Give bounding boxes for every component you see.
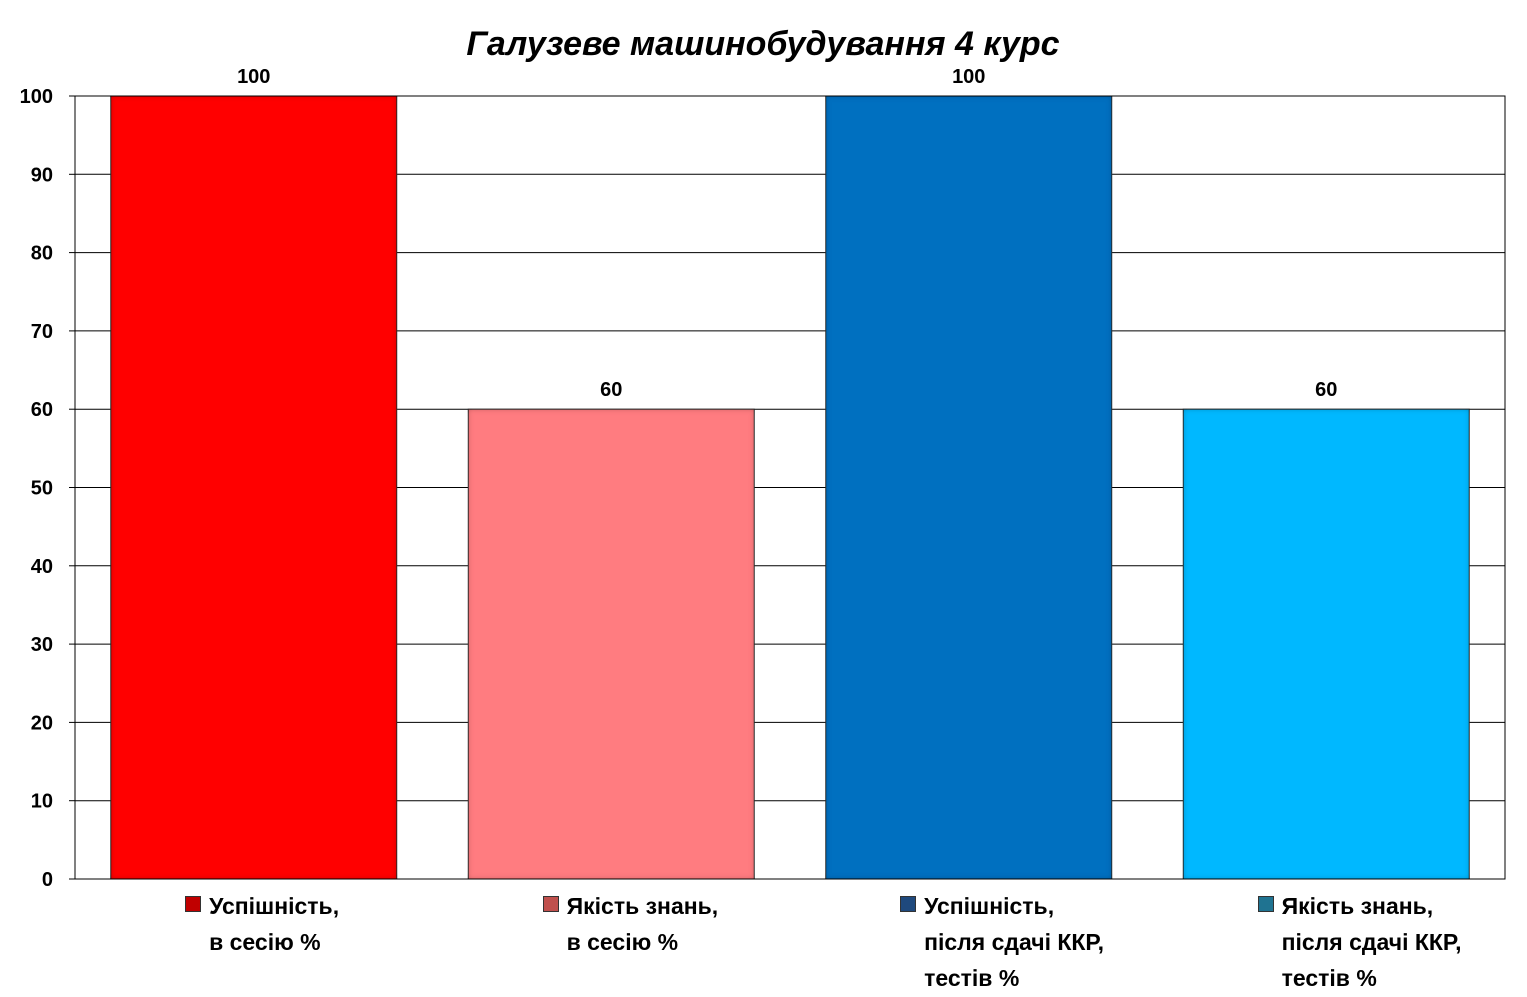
legend-swatch: [1257, 896, 1274, 912]
y-tick-label: 40: [31, 556, 53, 578]
bars: [110, 95, 1470, 880]
data-label-1: 100: [237, 66, 270, 88]
y-tick-label: 60: [31, 399, 53, 421]
y-tick-label: 90: [31, 164, 53, 186]
legend-swatch: [900, 896, 917, 912]
legend-label-line: після сдачі ККР,: [1281, 929, 1462, 955]
bar-1: [110, 95, 398, 880]
y-tick-label: 80: [31, 243, 53, 265]
y-tick-label: 100: [20, 86, 53, 108]
y-tick-label: 20: [31, 712, 53, 734]
y-tick-label: 30: [31, 634, 53, 656]
y-tick-label: 70: [31, 321, 53, 343]
y-tick-label: 0: [42, 869, 53, 891]
y-tick-label: 10: [31, 791, 53, 813]
y-axis: 0 10 20 30 40 50 60 70 80 90 100: [20, 86, 75, 891]
plot-area-frame: [74, 95, 1506, 880]
legend-label-line: Якість знань,: [566, 893, 719, 919]
legend-label-line: після сдачі ККР,: [924, 929, 1104, 955]
legend-label-line: Успішність,: [924, 893, 1055, 919]
legend-swatch: [542, 896, 559, 912]
chart-title: Галузеве машинобудування 4 курс: [466, 25, 1059, 63]
data-label-3: 100: [952, 66, 985, 88]
legend-label-line: Успішність,: [209, 893, 340, 919]
legend-label-line: Якість знань,: [1281, 893, 1434, 919]
data-label-2: 60: [600, 379, 622, 401]
y-tick-label: 50: [31, 478, 53, 500]
legend-label-line: в сесію %: [566, 929, 679, 955]
bar-4: [1182, 408, 1470, 880]
bar-2: [467, 408, 755, 880]
bar-3: [825, 95, 1113, 880]
legend-label-line: в сесію %: [209, 929, 321, 955]
legend-swatch: [185, 896, 202, 912]
data-labels: 100 60 100 60: [237, 66, 1337, 401]
legend-label-line: тестів %: [1281, 965, 1377, 991]
data-label-4: 60: [1315, 379, 1337, 401]
legend-label-line: тестів %: [924, 965, 1020, 991]
